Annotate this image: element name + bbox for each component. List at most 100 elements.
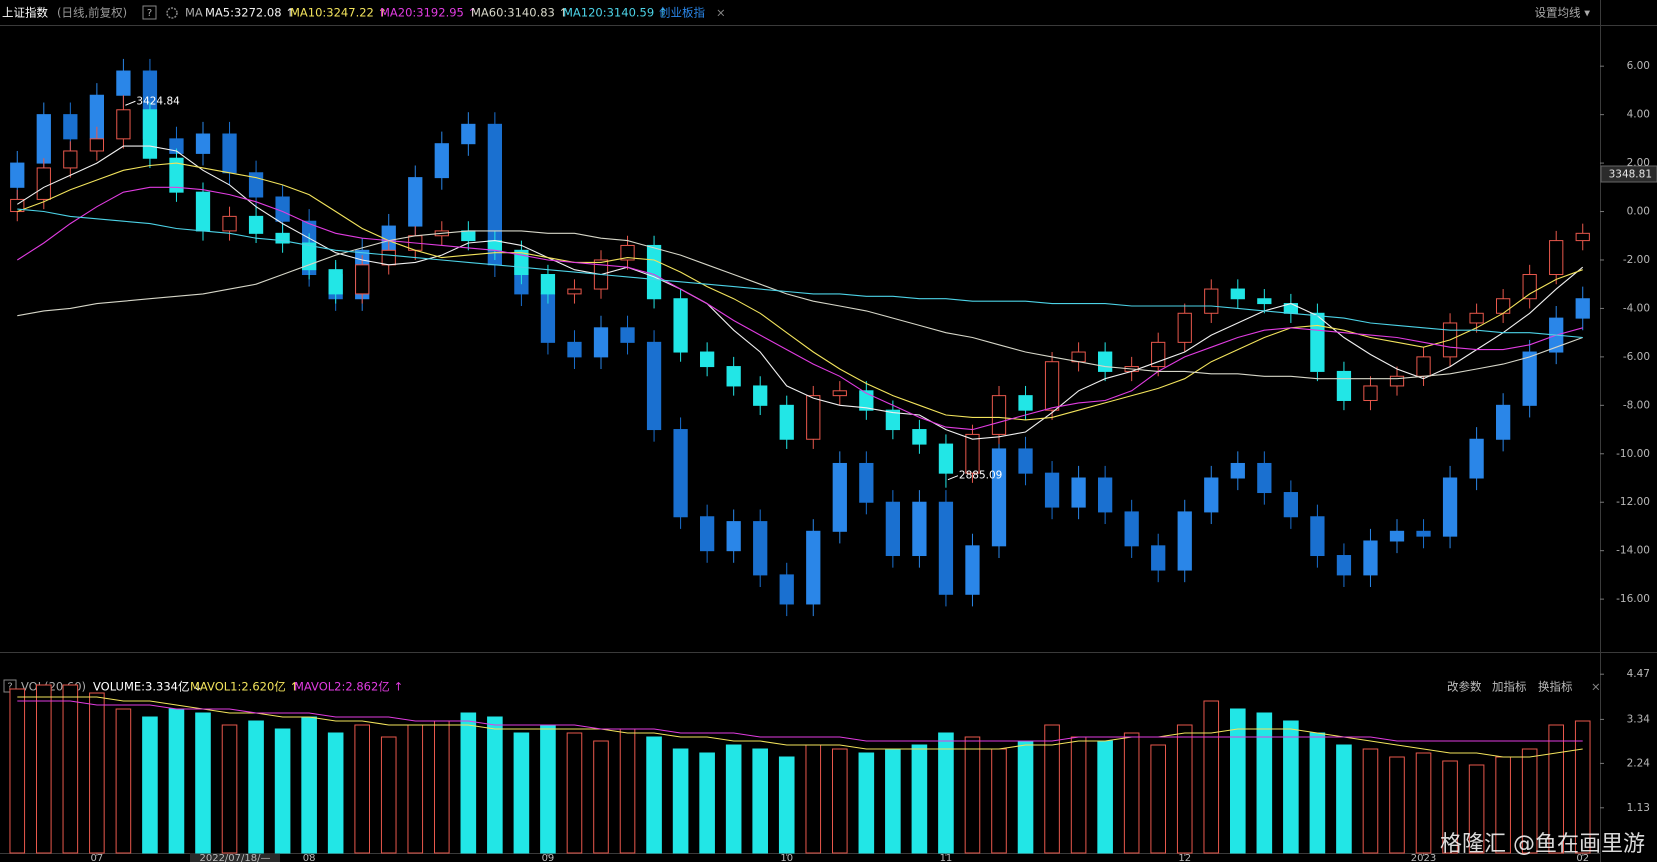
candle-body — [567, 288, 582, 295]
candle-body — [1363, 385, 1378, 401]
candle-body — [1496, 298, 1511, 314]
candle-body — [1469, 438, 1484, 479]
candle-body — [328, 269, 343, 295]
volume-bar — [1070, 736, 1087, 854]
price-tag: 3348.81 — [1609, 169, 1652, 181]
index-title: 上证指数 — [2, 6, 48, 20]
candle-body — [646, 341, 662, 431]
volume-bar — [380, 736, 397, 854]
candle-body — [514, 249, 529, 276]
volume-bar — [354, 724, 370, 854]
candle-body — [36, 114, 51, 164]
volume-bar — [911, 744, 928, 854]
y-tick-label: -4.00 — [1623, 302, 1650, 314]
y-tick-label: -10.00 — [1616, 448, 1650, 460]
volume-bar — [1442, 760, 1458, 854]
candle-body — [1018, 395, 1033, 411]
index-subtitle: (日线,前复权) — [57, 6, 127, 20]
volume-bar — [62, 684, 79, 854]
volume-bar — [327, 732, 344, 854]
candle-body — [487, 240, 503, 251]
y-tick-label: 2.00 — [1627, 157, 1650, 169]
ma-line — [17, 208, 1583, 339]
candle-body — [885, 501, 901, 557]
volume-bar — [115, 708, 132, 854]
candle-body — [1416, 530, 1431, 537]
ma-settings[interactable]: 设置均线 ▾ — [1535, 6, 1591, 20]
indicator-button[interactable]: 改参数 — [1447, 680, 1482, 694]
candle-body — [1204, 288, 1219, 314]
candle-body — [859, 462, 874, 503]
x-tick-label: 2023 — [1411, 853, 1436, 862]
candle-body — [116, 70, 131, 96]
candle-body — [1310, 516, 1325, 557]
candle-body — [965, 545, 980, 595]
legend-entry: MA5:3272.08 ↑ — [205, 6, 295, 20]
volume-bar — [619, 728, 636, 854]
candle-body — [753, 521, 768, 576]
settings-gear[interactable] — [166, 7, 178, 19]
candle-body — [275, 232, 290, 244]
volume-bar — [407, 724, 424, 854]
candle-body — [593, 327, 609, 358]
y-tick-label: 4.47 — [1627, 668, 1650, 680]
candle-body — [567, 341, 582, 358]
legend-entry: MA20:3192.95 ↑ — [380, 6, 477, 20]
x-tick-label: 07 — [90, 853, 103, 862]
close-indicator[interactable]: × — [1591, 680, 1601, 694]
volume-bar — [1097, 740, 1113, 854]
candle-body — [36, 167, 51, 200]
volume-bar — [1548, 724, 1564, 854]
candle-body — [63, 114, 78, 140]
candle-body — [1151, 545, 1166, 571]
candle-body — [859, 390, 874, 411]
candle-body — [1177, 511, 1192, 571]
help-icon[interactable]: ? — [147, 8, 152, 19]
legend-entry: MA120:3140.59 ↑ — [563, 6, 667, 20]
volume-bar — [1256, 712, 1273, 854]
volume-bar — [566, 732, 583, 854]
candle-body — [912, 501, 927, 557]
candle-body — [408, 177, 423, 227]
volume-bar — [1230, 708, 1246, 854]
candle-body — [1071, 477, 1086, 508]
candle-body — [1389, 530, 1405, 542]
volume-bar — [858, 752, 875, 854]
ma-line — [17, 162, 1583, 421]
x-tick-label: 08 — [303, 853, 316, 862]
candle-body — [302, 242, 317, 271]
remove-compare[interactable]: × — [716, 6, 726, 20]
candle-body — [1363, 540, 1378, 576]
indicator-button[interactable]: 加指标 — [1492, 680, 1527, 694]
compare-name[interactable]: 创业板指 — [659, 6, 705, 20]
y-tick-label: 2.24 — [1627, 757, 1651, 769]
candle-body — [991, 395, 1007, 435]
candle-body — [1018, 448, 1033, 474]
volume-bar — [1389, 756, 1405, 854]
candle-body — [461, 230, 476, 242]
legend-entry: MA60:3140.83 ↑ — [471, 6, 568, 20]
help-icon[interactable]: ? — [7, 682, 12, 693]
candle-body — [1522, 351, 1537, 406]
candle-body — [673, 298, 688, 353]
help-box[interactable] — [142, 5, 157, 20]
volume-bar — [1044, 724, 1060, 854]
candle-body — [938, 443, 954, 474]
candle-body — [1124, 511, 1139, 547]
candle-body — [1389, 375, 1405, 387]
candle-body — [700, 351, 715, 368]
volume-bar — [885, 748, 901, 854]
volume-bar — [752, 748, 768, 854]
volume-bar — [460, 712, 477, 854]
candle-body — [1575, 298, 1590, 319]
candle-body — [1098, 351, 1113, 372]
x-tick-label: 12 — [1178, 853, 1191, 862]
volume-bar — [1362, 748, 1379, 854]
candle-body — [832, 462, 847, 532]
annotation-arrow — [125, 100, 136, 106]
y-tick-label: 4.00 — [1627, 109, 1650, 121]
candle-body — [1204, 477, 1219, 513]
indicator-button[interactable]: 换指标 — [1538, 680, 1573, 694]
candle-body — [381, 249, 396, 266]
volume-bar — [89, 692, 105, 854]
